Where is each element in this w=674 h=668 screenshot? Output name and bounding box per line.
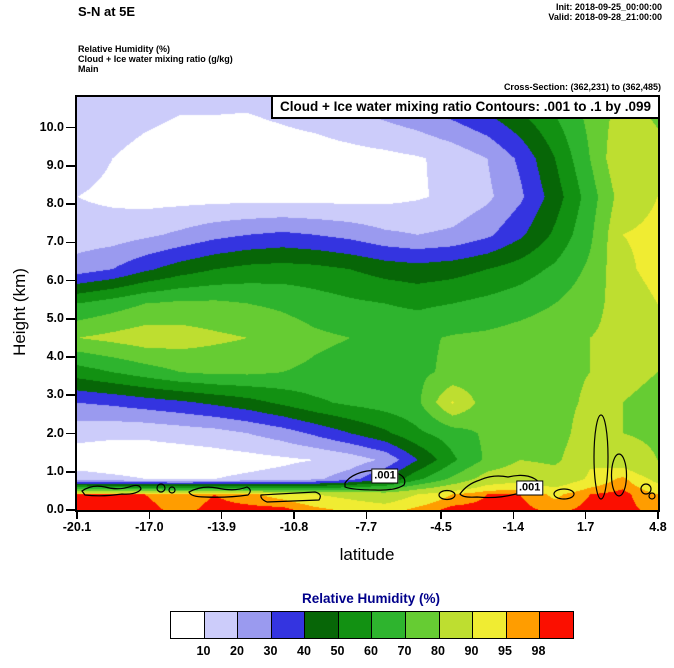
x-axis-tick xyxy=(76,512,78,519)
colorbar-tick-label: 98 xyxy=(531,644,546,658)
colorbar-tick-label: 40 xyxy=(297,644,311,658)
y-axis-tick xyxy=(66,279,75,282)
colorbar-cell xyxy=(204,612,239,638)
y-axis-tick xyxy=(66,126,75,129)
cross-section-info: Cross-Section: (362,231) to (362,485) xyxy=(503,82,661,92)
y-axis-tick xyxy=(66,356,75,358)
colorbar-tick-label: 30 xyxy=(263,644,278,658)
y-tick-label: 9.0 xyxy=(46,157,64,172)
y-tick-label: 5.0 xyxy=(46,310,64,325)
y-tick-label: 2.0 xyxy=(46,425,64,440)
colorbar-cell xyxy=(406,612,440,638)
y-tick-label: 3.0 xyxy=(46,387,64,402)
colorbar-tick-label: 80 xyxy=(431,644,445,658)
colorbar-cell xyxy=(171,612,205,638)
y-tick-label: 6.0 xyxy=(46,272,64,287)
colorbar-tick-label: 95 xyxy=(498,644,512,658)
x-axis-tick xyxy=(584,512,587,519)
colorbar-tick-label: 20 xyxy=(230,644,244,658)
colorbar-tick-label: 10 xyxy=(196,644,211,658)
valid-time: Valid: 2018-09-28_21:00:00 xyxy=(548,12,662,22)
y-axis-tick xyxy=(66,203,75,205)
contour-label: .001 xyxy=(515,480,544,496)
y-axis-tick xyxy=(66,317,75,320)
x-tick-label: -20.1 xyxy=(62,520,92,534)
colorbar-cell xyxy=(305,612,339,638)
init-time: Init: 2018-09-25_00:00:00 xyxy=(555,2,662,12)
contour-label: .001 xyxy=(371,468,399,484)
x-tick-label: 1.7 xyxy=(576,520,595,534)
y-axis-tick xyxy=(66,432,75,435)
colorbar-cell xyxy=(439,612,474,638)
plot-title-box: Cloud + Ice water mixing ratio Contours:… xyxy=(271,97,658,119)
colorbar xyxy=(170,611,574,639)
x-axis-tick xyxy=(657,512,659,519)
run-times: Init: 2018-09-25_00:00:00 Valid: 2018-09… xyxy=(548,2,662,22)
colorbar-tick-label: 90 xyxy=(464,644,479,658)
colorbar-cell xyxy=(540,612,573,638)
colorbar-cell xyxy=(506,612,541,638)
y-axis-tick xyxy=(66,241,75,244)
colorbar-cell xyxy=(372,612,407,638)
colorbar-cell xyxy=(473,612,507,638)
x-axis-title: latitude xyxy=(339,545,395,564)
cloud-contour-overlay xyxy=(81,414,656,503)
x-axis-tick xyxy=(365,512,368,519)
colorbar-cell xyxy=(271,612,306,638)
colorbar-tick-label: 50 xyxy=(330,644,345,658)
field-line-domain: Main xyxy=(78,64,99,74)
legend-title: Relative Humidity (%) xyxy=(301,591,441,606)
cloud-mixing-ratio-contours xyxy=(81,414,656,503)
colorbar-cell xyxy=(338,612,373,638)
y-axis-tick xyxy=(66,165,75,167)
x-tick-label: 4.8 xyxy=(649,520,667,534)
x-axis-tick xyxy=(148,512,151,519)
y-tick-label: 7.0 xyxy=(46,234,64,249)
colorbar-tick-label: 70 xyxy=(397,644,412,658)
y-tick-label: 10.0 xyxy=(39,119,64,134)
colorbar-cell xyxy=(238,612,272,638)
x-axis-tick xyxy=(440,512,442,519)
x-tick-label: -10.8 xyxy=(279,520,309,534)
y-tick-label: 4.0 xyxy=(46,349,64,364)
page-title: S-N at 5E xyxy=(78,4,136,19)
field-line-cloud: Cloud + Ice water mixing ratio (g/kg) xyxy=(78,54,233,64)
rh-filled-contour-field xyxy=(77,97,658,510)
x-tick-label: -1.4 xyxy=(502,520,525,534)
x-axis-tick xyxy=(293,512,295,519)
x-axis-tick xyxy=(512,512,515,519)
colorbar-tick-label: 60 xyxy=(364,644,378,658)
x-axis-tick xyxy=(220,512,223,519)
y-axis-tick xyxy=(66,394,75,397)
x-tick-label: -17.0 xyxy=(135,520,164,534)
field-list: Relative Humidity (%) Cloud + Ice water … xyxy=(78,44,233,74)
y-tick-label: 0.0 xyxy=(46,502,64,516)
x-tick-label: -7.7 xyxy=(355,520,378,534)
x-tick-label: -4.5 xyxy=(430,520,452,534)
y-axis-tick xyxy=(66,470,75,473)
plot-area: Cloud + Ice water mixing ratio Contours:… xyxy=(75,95,660,512)
y-tick-label: 8.0 xyxy=(46,196,64,211)
y-tick-label: 1.0 xyxy=(46,463,64,478)
x-tick-label: -13.9 xyxy=(207,520,236,534)
y-axis-tick xyxy=(66,509,75,511)
field-line-rh: Relative Humidity (%) xyxy=(78,44,171,54)
